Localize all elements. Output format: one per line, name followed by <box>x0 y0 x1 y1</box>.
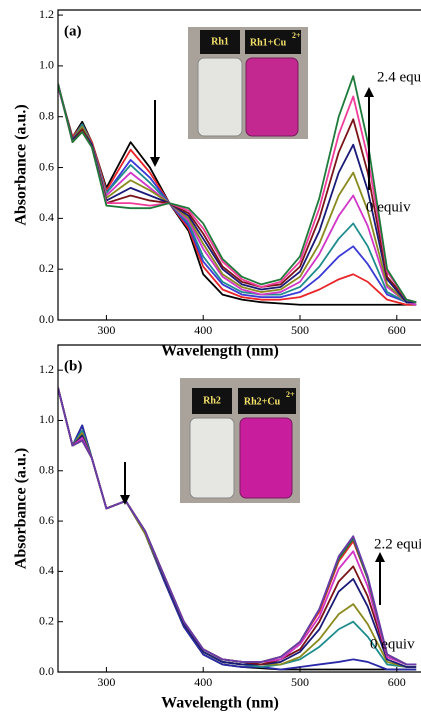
y-tick-label: 1.0 <box>39 412 54 426</box>
x-tick-label: 500 <box>291 675 309 689</box>
panel-label: (a) <box>64 23 82 39</box>
x-tick-label: 600 <box>388 675 406 689</box>
x-tick-label: 500 <box>291 323 309 337</box>
annotation: 0 equiv <box>366 199 411 215</box>
y-tick-label: 0.6 <box>39 159 54 173</box>
y-tick-label: 1.2 <box>39 362 54 376</box>
annotation: 2.4 equiv <box>377 69 421 85</box>
y-tick-label: 0.4 <box>39 210 54 224</box>
axis-frame <box>57 344 421 673</box>
inset-label: Rh1 <box>211 36 229 47</box>
inset-label-sup: 2+ <box>286 390 295 399</box>
annotation: 0 equiv <box>370 636 415 652</box>
x-tick-label: 300 <box>97 675 115 689</box>
inset-photo: Rh1 Rh1+Cu 2+ <box>188 27 308 139</box>
arrows <box>120 462 385 605</box>
inset-label-sup: 2+ <box>292 31 301 40</box>
panel: 0.0 0.2 0.4 0.6 0.8 1.0 1.2 300 400 500 600 Wavelen… <box>13 7 421 360</box>
inset-photo: Rh2 Rh2+Cu 2+ <box>180 378 300 503</box>
x-axis-label: Wavelength (nm) <box>161 343 279 360</box>
y-tick-label: 0.8 <box>39 108 54 122</box>
y-tick-label: 0.6 <box>39 513 54 527</box>
y-tick-label: 0.4 <box>39 563 54 577</box>
panel: 0.0 0.2 0.4 0.6 0.8 1.0 1.2 300 400 500 600 Wavelen… <box>13 344 421 712</box>
annotation: 2.2 equiv <box>374 536 421 552</box>
y-tick-label: 1.2 <box>39 7 54 21</box>
spectrum-line <box>58 387 417 666</box>
x-tick-label: 400 <box>194 675 212 689</box>
y-tick-label: 0.2 <box>39 613 54 627</box>
x-tick-label: 600 <box>388 323 406 337</box>
axis-frame <box>57 9 421 321</box>
y-tick-label: 1.0 <box>39 58 54 72</box>
inset-label: Rh1+Cu <box>250 37 287 48</box>
panel-label: (b) <box>64 358 82 374</box>
inset-label: Rh2+Cu <box>244 396 281 407</box>
inset-label: Rh2 <box>203 395 221 406</box>
spectrum-line <box>58 75 417 304</box>
plots: 0.0 0.2 0.4 0.6 0.8 1.0 1.2 300 400 500 600 Wavelen… <box>13 7 421 712</box>
arrows <box>150 87 374 190</box>
y-tick-label: 0.8 <box>39 463 54 477</box>
y-tick-label: 0.2 <box>39 261 54 275</box>
x-axis-label: Wavelength (nm) <box>161 695 279 712</box>
y-tick-label: 0.0 <box>39 312 54 326</box>
y-axis-label: Absorbance (a.u.) <box>13 104 30 225</box>
y-tick-label: 0.0 <box>39 664 54 678</box>
y-axis-label: Absorbance (a.u.) <box>13 448 30 569</box>
x-tick-label: 300 <box>97 323 115 337</box>
x-tick-label: 400 <box>194 323 212 337</box>
